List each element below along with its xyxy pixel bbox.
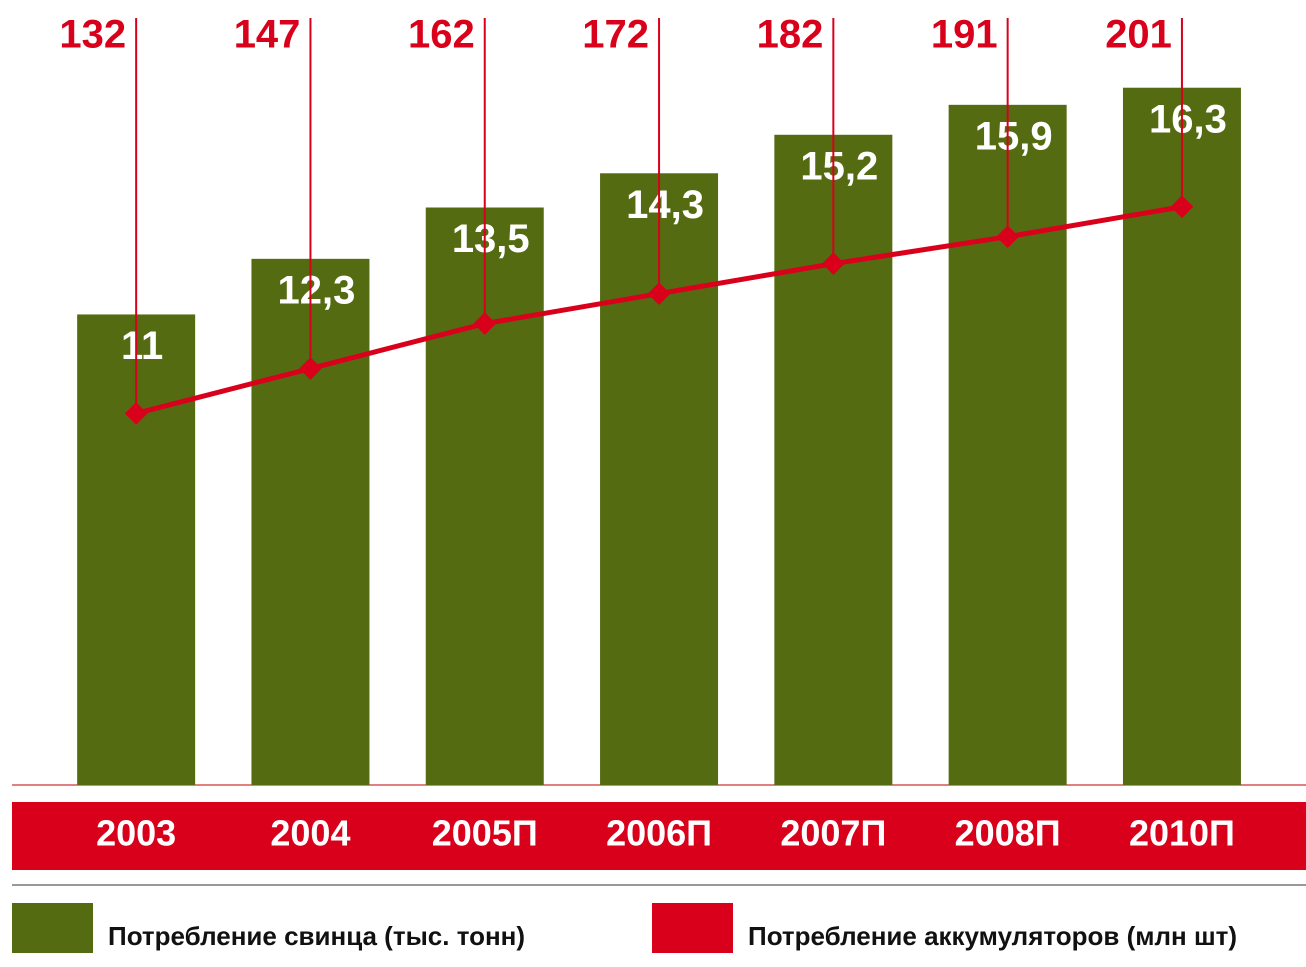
x-tick-label: 2005П xyxy=(432,813,538,854)
category-band xyxy=(12,802,1306,870)
legend-label: Потребление свинца (тыс. тонн) xyxy=(108,921,525,951)
line-point xyxy=(299,357,322,380)
line-value-label: 191 xyxy=(931,13,998,57)
line-point xyxy=(473,312,497,335)
line-value-label: 182 xyxy=(757,13,824,57)
x-tick-label: 2010П xyxy=(1129,813,1235,854)
line-value-label: 162 xyxy=(408,13,475,57)
line-value-label: 172 xyxy=(582,13,649,57)
x-tick-label: 2006П xyxy=(606,813,712,854)
line-value-label: 147 xyxy=(234,13,301,57)
line-point xyxy=(822,252,845,275)
bar-value-label: 15,9 xyxy=(975,114,1053,158)
bar-value-label: 14,3 xyxy=(626,183,704,227)
x-tick-label: 2003 xyxy=(96,813,176,854)
bar-value-label: 11 xyxy=(121,324,163,368)
legend-label: Потребление аккумуляторов (млн шт) xyxy=(748,921,1237,951)
line-value-label: 201 xyxy=(1105,13,1172,57)
bar-value-label: 12,3 xyxy=(278,268,356,312)
bar-value-label: 16,3 xyxy=(1149,97,1227,141)
bar-value-label: 15,2 xyxy=(800,144,878,188)
line-point xyxy=(647,282,671,305)
x-tick-label: 2007П xyxy=(780,813,886,854)
x-tick-label: 2004 xyxy=(270,813,350,854)
legend-swatch xyxy=(652,903,733,953)
line-value-label: 132 xyxy=(59,13,126,57)
legend-swatch xyxy=(12,903,93,953)
bar-value-label: 13,5 xyxy=(452,217,530,261)
x-tick-label: 2008П xyxy=(955,813,1061,854)
